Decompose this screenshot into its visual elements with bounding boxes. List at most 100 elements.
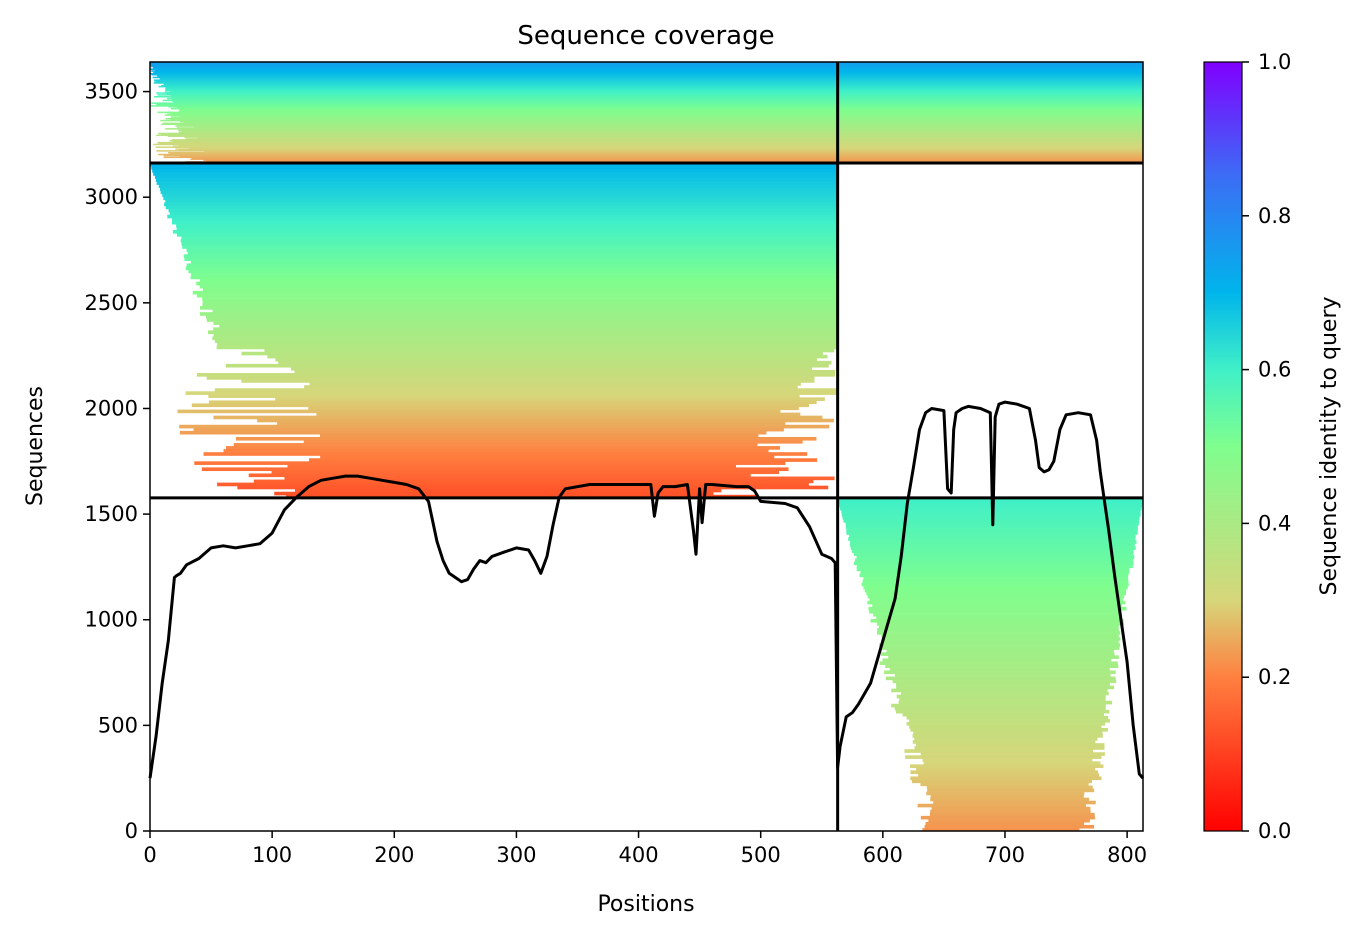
coverage-band	[158, 132, 1143, 135]
coverage-band	[203, 452, 808, 456]
coverage-band	[199, 312, 838, 316]
coverage-band	[889, 667, 1110, 672]
coverage-band	[172, 100, 1143, 103]
coverage-band	[869, 597, 1123, 602]
coverage-heatmap	[150, 62, 1143, 831]
coverage-band	[900, 691, 1109, 696]
coverage-band	[170, 107, 1143, 110]
coverage-band	[248, 473, 751, 478]
coverage-band	[179, 108, 1143, 111]
coverage-band	[157, 141, 1143, 144]
coverage-band	[189, 147, 1143, 149]
x-tick-label: 600	[863, 843, 903, 867]
coverage-band	[866, 591, 1126, 596]
coverage-band	[156, 181, 838, 185]
coverage-band	[308, 406, 799, 411]
coverage-band	[190, 158, 1143, 160]
coverage-band	[165, 128, 1143, 130]
coverage-band	[190, 260, 838, 265]
coverage-band	[879, 661, 1118, 666]
coverage-band	[151, 65, 1143, 68]
coverage-band	[154, 81, 1143, 83]
colorbar-tick-label: 0.8	[1258, 204, 1291, 228]
coverage-band	[859, 573, 1129, 578]
coverage-band	[217, 342, 838, 347]
coverage-band	[177, 409, 781, 414]
coverage-band	[882, 658, 1112, 662]
coverage-band	[309, 382, 801, 386]
coverage-band	[167, 214, 838, 219]
coverage-band	[199, 284, 838, 289]
coverage-band	[217, 482, 809, 487]
coverage-band	[160, 190, 838, 195]
coverage-band	[191, 272, 838, 277]
coverage-band	[920, 782, 1089, 787]
coverage-band	[153, 67, 1143, 70]
coverage-band	[930, 809, 1091, 814]
coverage-band	[840, 506, 1142, 511]
coverage-band	[212, 309, 838, 313]
coverage-band	[910, 770, 1099, 775]
coverage-band	[894, 673, 1111, 678]
coverage-band	[837, 497, 1143, 502]
coverage-band	[154, 175, 838, 179]
coverage-band	[898, 700, 1113, 705]
x-axis: 0 100 200 300 400 500 600 700 800	[143, 831, 1147, 867]
coverage-band	[912, 734, 1103, 738]
coverage-band	[186, 263, 838, 268]
colorbar-tick-label: 1.0	[1258, 50, 1291, 74]
coverage-band	[838, 500, 1143, 505]
colorbar-tick-label: 0.6	[1258, 358, 1291, 382]
coverage-band	[902, 712, 1105, 717]
coverage-band	[853, 552, 1134, 556]
coverage-band	[910, 728, 1108, 732]
coverage-band	[187, 251, 838, 255]
coverage-band	[180, 239, 838, 243]
coverage-band	[167, 151, 1143, 154]
coverage-band	[170, 152, 1143, 155]
coverage-band	[179, 116, 1143, 118]
coverage-band	[869, 609, 1122, 614]
chart-title: Sequence coverage	[517, 21, 774, 51]
coverage-band	[155, 104, 1143, 106]
coverage-band	[182, 245, 838, 249]
coverage-band	[179, 424, 830, 429]
coverage-band	[877, 628, 1119, 632]
coverage-band	[906, 721, 1106, 726]
coverage-band	[155, 69, 1143, 71]
coverage-band	[170, 112, 1143, 115]
coverage-band	[197, 137, 1143, 139]
coverage-band	[190, 275, 838, 280]
coverage-band	[879, 643, 1121, 647]
coverage-band	[163, 84, 1143, 86]
coverage-band	[179, 129, 1143, 131]
coverage-band	[896, 682, 1110, 687]
coverage-band	[208, 330, 838, 335]
coverage-band	[845, 525, 1138, 529]
coverage-band	[202, 296, 838, 301]
coverage-band	[157, 74, 1143, 77]
coverage-band	[169, 140, 1143, 142]
coverage-band	[881, 634, 1119, 638]
coverage-band	[233, 443, 758, 447]
coverage-band	[157, 75, 1143, 78]
coverage-band	[910, 776, 1102, 781]
coverage-band	[860, 570, 1130, 575]
coverage-band	[150, 162, 838, 167]
coverage-band	[160, 133, 1143, 136]
coverage-band	[150, 68, 1143, 70]
coverage-band	[892, 679, 1117, 684]
coverage-band	[213, 321, 838, 325]
coverage-band	[163, 156, 1143, 159]
coverage-band	[895, 709, 1110, 714]
coverage-band	[846, 531, 1138, 535]
coverage-band	[199, 306, 838, 310]
x-tick-label: 200	[374, 843, 414, 867]
coverage-band	[172, 145, 1143, 148]
coverage-band	[213, 327, 838, 332]
coverage-band	[911, 779, 1092, 784]
coverage-band	[188, 269, 838, 274]
colorbar-tick-label: 0.4	[1258, 511, 1291, 535]
coverage-band	[155, 178, 838, 182]
